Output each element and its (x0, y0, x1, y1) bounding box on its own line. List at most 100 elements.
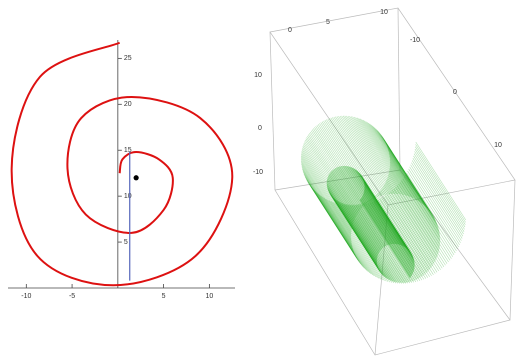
surface-hatch (413, 155, 464, 235)
surface-hatch (344, 165, 395, 245)
surface-hatch (376, 194, 427, 273)
surface-hatch (346, 165, 397, 245)
surface-hatch (309, 131, 361, 211)
surface-hatch (332, 169, 383, 249)
surface-hatch (359, 199, 411, 278)
surface-hatch (389, 166, 441, 245)
surface-hatch (331, 195, 382, 274)
surface-hatch (359, 118, 411, 197)
surface-hatch (334, 168, 385, 247)
surface-hatch (356, 117, 408, 196)
surface-hatch (415, 141, 467, 221)
surface-hatch (389, 160, 441, 239)
surface-hatch (371, 198, 422, 277)
surface-hatch (381, 135, 433, 215)
surface-hatch (357, 205, 409, 284)
surface-hatch (355, 204, 407, 283)
surface-hatch (351, 167, 403, 246)
surface-hatch (335, 199, 386, 278)
surface-hatch (354, 169, 406, 248)
surface-hatch (357, 171, 408, 250)
surface-hatch (406, 172, 457, 252)
surface-hatch (364, 184, 415, 263)
surface-hatch (377, 199, 429, 278)
surface-hatch (386, 194, 438, 273)
axis-tick-label: -10 (410, 37, 420, 44)
surface-hatch (307, 181, 358, 260)
surface-hatch (317, 124, 369, 203)
surface-hatch (338, 166, 390, 245)
surface-hatch (361, 204, 413, 283)
surface-hatch (339, 201, 390, 281)
surface-hatch (382, 187, 433, 266)
surface-hatch (358, 172, 409, 251)
surface-hatch (387, 148, 439, 227)
surface-hatch (387, 176, 439, 255)
surface-hatch (364, 190, 415, 269)
surface-hatch (414, 151, 465, 230)
surface-hatch (350, 116, 402, 195)
surface-hatch (360, 174, 411, 253)
axis-tick-label: 0 (453, 89, 457, 96)
surface-hatch (309, 184, 360, 263)
surface-hatch (304, 141, 355, 220)
surface-hatch (320, 195, 372, 275)
surface-hatch (323, 197, 375, 277)
surface-hatch (302, 146, 354, 225)
surface-hatch (303, 173, 355, 253)
surface-hatch (326, 181, 378, 260)
surface-hatch (352, 116, 403, 195)
surface-hatch (336, 200, 388, 279)
surface-hatch (363, 191, 415, 270)
surface-hatch (364, 202, 416, 281)
surface-hatch (388, 149, 439, 229)
surface-hatch (388, 174, 439, 254)
surface-hatch (389, 157, 441, 236)
surface-hatch (331, 170, 382, 250)
surface-hatch (313, 128, 364, 207)
surface-hatch (407, 170, 458, 250)
surface-hatch (386, 144, 437, 223)
surface-hatch (341, 202, 393, 282)
surface-hatch (300, 157, 352, 236)
surface-hatch (363, 181, 415, 260)
box-edge (397, 7, 401, 171)
surface-hatch (362, 196, 413, 275)
surface-hatch (342, 165, 393, 245)
surface-hatch (365, 121, 417, 200)
surface-hatch (371, 201, 423, 281)
surface-hatch (302, 170, 354, 249)
surface-hatch (303, 142, 355, 222)
surface-hatch (333, 169, 385, 248)
surface-hatch (361, 203, 412, 282)
surface-hatch (360, 199, 411, 278)
surface-hatch (358, 203, 410, 283)
surface-hatch (349, 205, 401, 284)
surface-hatch (327, 176, 379, 255)
surface-hatch (382, 137, 433, 216)
surface-hatch (381, 197, 432, 276)
surface-hatch (387, 177, 438, 256)
surface-hatch (389, 154, 440, 233)
surface-hatch (348, 166, 400, 245)
surface-hatch (359, 173, 411, 253)
surface-hatch (363, 180, 414, 259)
surface-hatch (362, 195, 413, 275)
surface-hatch (377, 131, 429, 210)
surface-hatch (303, 144, 354, 223)
surface-hatch (373, 126, 424, 206)
surface-hatch (375, 128, 427, 208)
surface-hatch (364, 183, 415, 262)
surface-hatch (360, 198, 411, 278)
surface-hatch (328, 200, 380, 279)
box-edge (509, 179, 516, 321)
surface-hatch (360, 174, 412, 254)
surface-hatch (364, 186, 415, 266)
surface-hatch (300, 155, 352, 234)
surface-hatch (330, 194, 381, 273)
surface-hatch (363, 192, 415, 271)
surface-hatch (388, 171, 440, 251)
surface-hatch (339, 166, 391, 245)
surface-hatch (379, 190, 431, 270)
